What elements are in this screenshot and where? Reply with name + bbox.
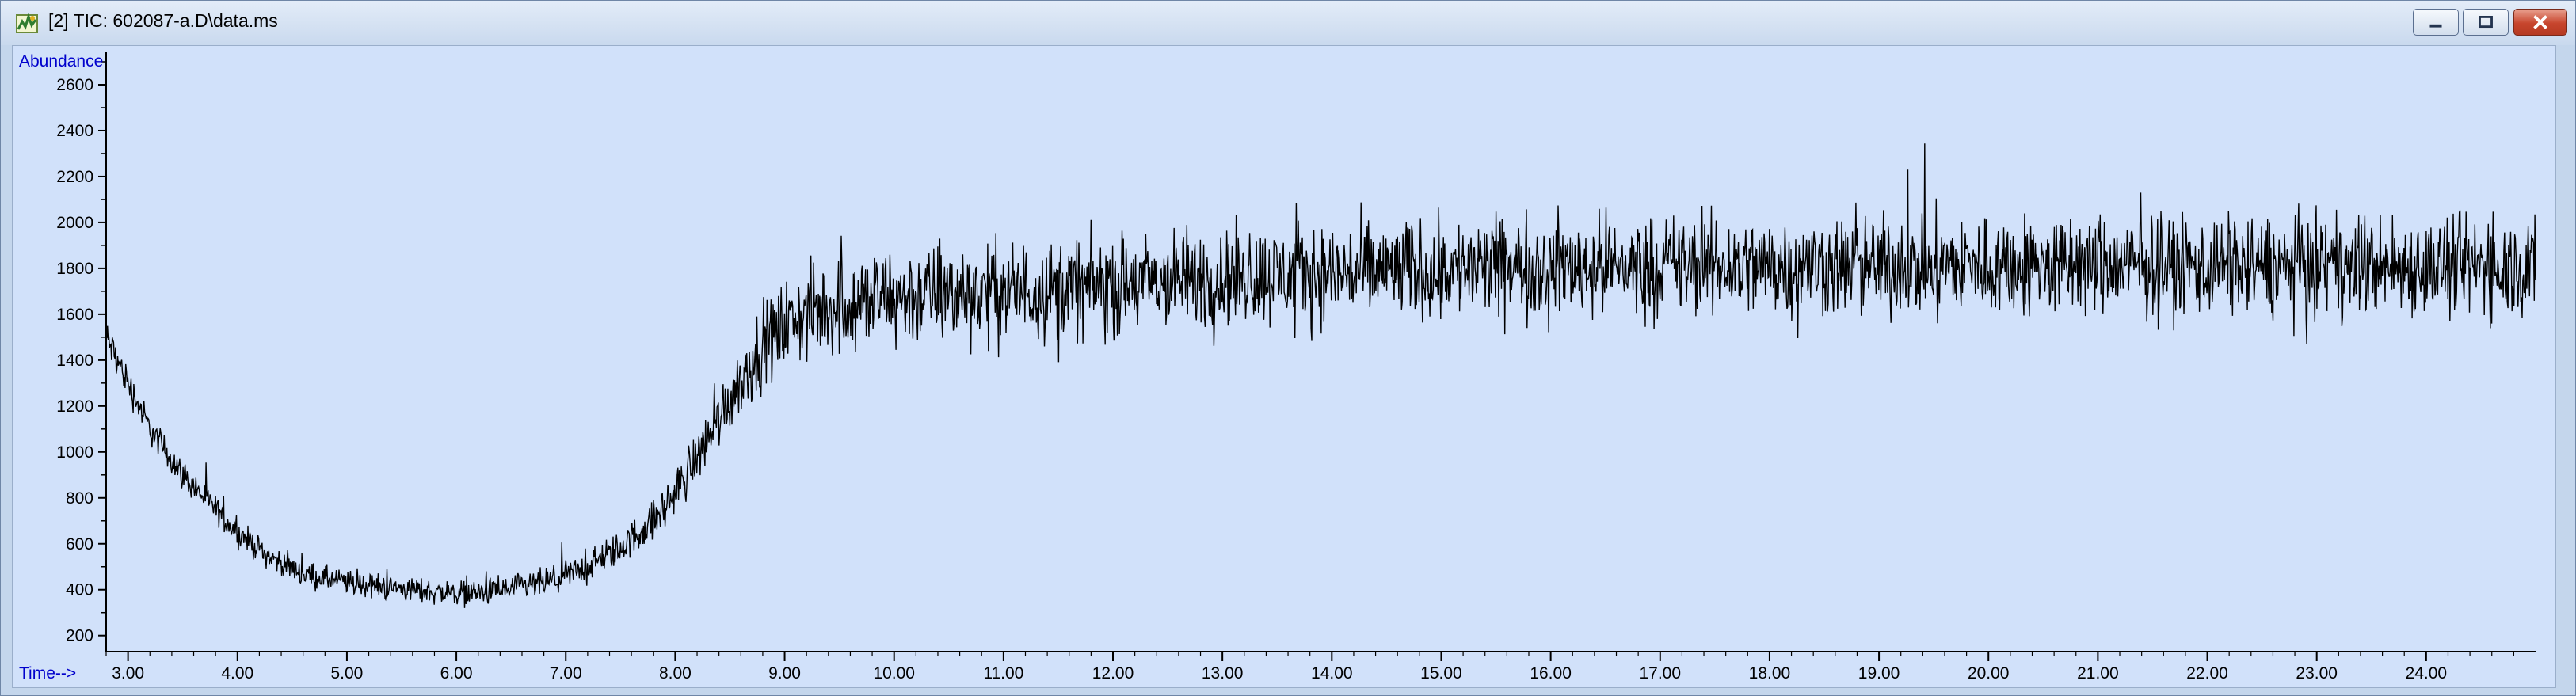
close-icon (2533, 15, 2547, 29)
x-tick-label: 5.00 (330, 664, 363, 683)
y-tick-label: 200 (66, 627, 93, 645)
x-tick-label: 13.00 (1202, 664, 1244, 683)
chromatogram-chart[interactable]: 200 400 600 800 1000 1200 1400 1600 1800 2000 2200… (13, 46, 2555, 687)
axes (105, 52, 2536, 652)
axis-ticks: 200 400 600 800 1000 1200 1400 1600 1800 2000 2200… (56, 61, 2514, 683)
x-tick-label: 19.00 (1858, 664, 1900, 683)
minimize-icon (2429, 24, 2442, 28)
x-tick-label: 3.00 (112, 664, 144, 683)
maximize-icon (2479, 16, 2493, 29)
y-tick-label: 600 (66, 535, 93, 553)
x-tick-label: 7.00 (550, 664, 582, 683)
x-tick-label: 12.00 (1092, 664, 1134, 683)
close-button[interactable] (2513, 9, 2567, 36)
x-axis-label: Time--> (19, 664, 76, 683)
window-right-frame (2556, 45, 2575, 688)
x-tick-label: 6.00 (440, 664, 473, 683)
x-tick-label: 4.00 (221, 664, 253, 683)
y-tick-label: 1200 (56, 397, 93, 416)
x-tick-label: 23.00 (2296, 664, 2338, 683)
y-tick-label: 1000 (56, 443, 93, 462)
y-tick-label: 2000 (56, 214, 93, 232)
y-tick-label: 2200 (56, 168, 93, 186)
y-tick-label: 400 (66, 581, 93, 599)
x-tick-label: 15.00 (1420, 664, 1462, 683)
x-tick-label: 21.00 (2077, 664, 2119, 683)
chromatogram-app-icon[interactable] (15, 12, 39, 36)
y-tick-label: 2600 (56, 76, 93, 94)
title-bar[interactable]: [2] TIC: 602087-a.D\data.ms (1, 1, 2575, 45)
x-tick-label: 20.00 (1968, 664, 2010, 683)
y-tick-label: 1400 (56, 352, 93, 370)
x-tick-label: 22.00 (2186, 664, 2228, 683)
x-tick-label: 9.00 (768, 664, 801, 683)
tic-trace (105, 143, 2536, 608)
window-title: [2] TIC: 602087-a.D\data.ms (48, 10, 278, 31)
x-tick-label: 16.00 (1530, 664, 1572, 683)
x-tick-label: 17.00 (1639, 664, 1681, 683)
plot-area[interactable]: 200 400 600 800 1000 1200 1400 1600 1800 2000 2200… (12, 45, 2556, 688)
x-tick-label: 8.00 (659, 664, 692, 683)
y-tick-label: 1600 (56, 306, 93, 324)
y-tick-label: 1800 (56, 260, 93, 278)
y-tick-label: 2400 (56, 122, 93, 140)
x-tick-label: 11.00 (983, 664, 1023, 683)
y-tick-label: 800 (66, 489, 93, 508)
x-tick-label: 18.00 (1749, 664, 1791, 683)
y-axis-label: Abundance (19, 52, 103, 70)
x-tick-label: 24.00 (2406, 664, 2448, 683)
x-tick-label: 14.00 (1311, 664, 1353, 683)
x-tick-label: 10.00 (873, 664, 915, 683)
minimize-button[interactable] (2413, 9, 2459, 36)
maximize-button[interactable] (2463, 9, 2509, 36)
